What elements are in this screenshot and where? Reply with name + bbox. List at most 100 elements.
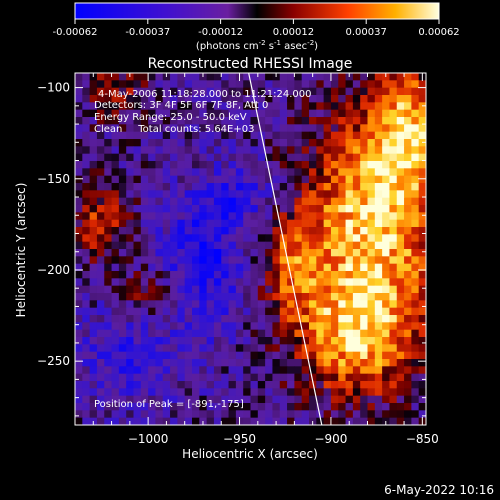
- heatmap-cell: [374, 307, 383, 316]
- heatmap-cell: [294, 190, 303, 199]
- heatmap-cell: [294, 359, 303, 367]
- heatmap-cell: [199, 351, 208, 360]
- heatmap-cell: [213, 205, 222, 213]
- heatmap-cell: [177, 322, 186, 331]
- heatmap-cell: [338, 307, 346, 316]
- heatmap-cell: [250, 212, 259, 221]
- heatmap-cell: [140, 227, 149, 235]
- heatmap-cell: [367, 205, 376, 213]
- heatmap-cell: [323, 278, 332, 287]
- heatmap-cell: [287, 315, 295, 323]
- heatmap-cell: [374, 315, 383, 323]
- heatmap-cell: [345, 403, 354, 411]
- heatmap-cell: [89, 131, 98, 140]
- heatmap-cell: [279, 278, 288, 287]
- heatmap-cell: [294, 175, 303, 184]
- heatmap-cell: [155, 337, 164, 345]
- heatmap-cell: [367, 80, 376, 89]
- heatmap-cell: [89, 80, 98, 89]
- heatmap-cell: [148, 395, 156, 404]
- heatmap-cell: [396, 117, 405, 125]
- heatmap-cell: [199, 307, 208, 316]
- heatmap-cell: [404, 322, 412, 331]
- heatmap-cell: [75, 315, 83, 323]
- heatmap-cell: [345, 95, 354, 103]
- heatmap-cell: [316, 131, 325, 140]
- heatmap-cell: [309, 322, 317, 331]
- heatmap-cell: [213, 131, 222, 140]
- heatmap-cell: [184, 212, 193, 221]
- heatmap-cell: [155, 278, 164, 287]
- heatmap-cell: [287, 300, 295, 309]
- heatmap-cell: [148, 197, 156, 206]
- heatmap-cell: [89, 124, 98, 133]
- peak-position-annotation: Position of Peak = [-891,-175]: [94, 399, 244, 410]
- heatmap-cell: [148, 344, 156, 353]
- heatmap-cell: [213, 80, 222, 89]
- heatmap-cell: [294, 227, 303, 235]
- heatmap-cell: [257, 80, 266, 89]
- heatmap-cell: [367, 403, 376, 411]
- heatmap-cell: [287, 256, 295, 265]
- heatmap-cell: [228, 95, 237, 103]
- heatmap-cell: [404, 381, 412, 389]
- heatmap-cell: [192, 359, 200, 367]
- heatmap-cell: [411, 395, 420, 404]
- heatmap-cell: [389, 344, 398, 353]
- heatmap-cell: [170, 161, 178, 169]
- heatmap-cell: [345, 344, 354, 353]
- heatmap-cell: [352, 403, 361, 411]
- heatmap-cell: [250, 329, 259, 338]
- heatmap-cell: [118, 285, 127, 294]
- heatmap-cell: [338, 417, 346, 425]
- heatmap-cell: [162, 329, 171, 338]
- heatmap-cell: [82, 300, 91, 309]
- heatmap-cell: [184, 315, 193, 323]
- heatmap-cell: [235, 395, 244, 404]
- heatmap-cell: [345, 241, 354, 250]
- heatmap-cell: [316, 388, 325, 397]
- heatmap-cell: [338, 278, 346, 287]
- heatmap-cell: [148, 322, 156, 331]
- heatmap-cell: [411, 124, 420, 133]
- heatmap-cell: [301, 256, 310, 265]
- heatmap-cell: [352, 300, 361, 309]
- colorbar-tick-label: -0.00037: [125, 27, 170, 38]
- heatmap-cell: [338, 263, 346, 272]
- heatmap-cell: [140, 205, 149, 213]
- heatmap-cell: [301, 212, 310, 221]
- heatmap-cell: [272, 241, 281, 250]
- heatmap-cell: [367, 366, 376, 375]
- heatmap-cell: [243, 183, 251, 191]
- heatmap-cell: [374, 183, 383, 191]
- heatmap-cell: [272, 212, 281, 221]
- heatmap-cell: [228, 285, 237, 294]
- heatmap-cell: [96, 366, 105, 375]
- heatmap-cell: [126, 307, 134, 316]
- heatmap-cell: [257, 161, 266, 169]
- heatmap-cell: [360, 359, 368, 367]
- heatmap-cell: [352, 410, 361, 419]
- heatmap-cell: [257, 109, 266, 118]
- heatmap-cell: [111, 249, 120, 257]
- heatmap-cell: [330, 329, 339, 338]
- heatmap-cell: [184, 417, 193, 425]
- heatmap-cell: [199, 249, 208, 257]
- heatmap-cell: [367, 278, 376, 287]
- heatmap-cell: [345, 337, 354, 345]
- heatmap-cell: [360, 337, 368, 345]
- heatmap-cell: [199, 359, 208, 367]
- heatmap-cell: [243, 87, 251, 96]
- heatmap-cell: [389, 329, 398, 338]
- heatmap-cell: [404, 234, 412, 243]
- heatmap-cell: [118, 227, 127, 235]
- heatmap-cell: [82, 307, 91, 316]
- heatmap-cell: [192, 219, 200, 228]
- heatmap-cell: [96, 168, 105, 177]
- heatmap-cell: [82, 161, 91, 169]
- heatmap-cell: [404, 153, 412, 162]
- heatmap-cell: [338, 80, 346, 89]
- heatmap-cell: [89, 146, 98, 155]
- heatmap-cell: [396, 95, 405, 103]
- heatmap-cell: [133, 241, 142, 250]
